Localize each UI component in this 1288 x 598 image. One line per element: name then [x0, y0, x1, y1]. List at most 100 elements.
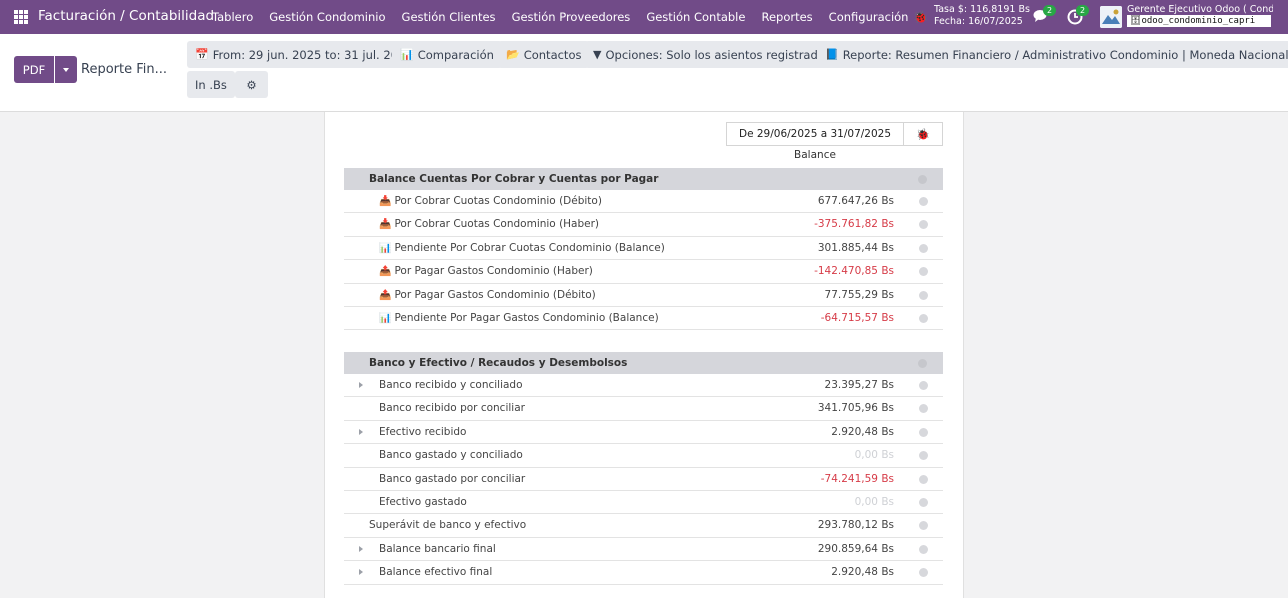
menu-reportes[interactable]: Reportes [761, 10, 813, 24]
row-label: Balance bancario final [379, 542, 496, 555]
info-icon[interactable] [919, 290, 928, 300]
section-title: Banco y Efectivo / Recaudos y Desembolso… [369, 357, 628, 369]
row-label: Efectivo recibido [379, 425, 467, 438]
folder-icon: 📂 [506, 48, 520, 61]
row-label: Por Pagar Gastos Condominio (Débito) [394, 288, 596, 301]
menu-gestion-condominio[interactable]: Gestión Condominio [269, 10, 386, 24]
info-icon [918, 359, 927, 368]
pdf-button[interactable]: PDF [14, 56, 54, 83]
menu-configuracion[interactable]: Configuración [828, 10, 909, 24]
row-label: Pendiente Por Cobrar Cuotas Condominio (… [394, 241, 665, 254]
info-icon[interactable] [919, 220, 928, 230]
row-label: Banco gastado por conciliar [379, 472, 526, 485]
row-label: Por Pagar Gastos Condominio (Haber) [394, 265, 593, 278]
report-variant-button[interactable]: 📘 Reporte: Resumen Financiero / Administ… [817, 41, 1288, 68]
row-value: 2.920,48 Bs [831, 425, 894, 438]
menu-gestion-contable[interactable]: Gestión Contable [646, 10, 746, 24]
comparison-label: Comparación [417, 47, 494, 62]
info-icon[interactable] [919, 427, 928, 437]
filter-icon: ▼ [593, 48, 602, 61]
control-panel: PDF Reporte Fin... 📅 From: 29 jun. 2025 … [0, 34, 1288, 112]
column-debug-icon[interactable]: 🐞 [903, 122, 943, 146]
current-date: Fecha: 16/07/2025 [934, 16, 1023, 27]
info-icon[interactable] [919, 314, 928, 323]
expand-caret-icon[interactable] [359, 428, 363, 435]
menu-gestion-clientes[interactable]: Gestión Clientes [401, 10, 496, 24]
info-icon[interactable] [919, 404, 928, 414]
activity-clock-icon[interactable] [1067, 9, 1083, 25]
table-row[interactable]: Banco gastado y conciliado 0,00 Bs [344, 444, 943, 468]
period-header: De 29/06/2025 a 31/07/2025 [726, 122, 904, 146]
table-row[interactable]: Banco gastado por conciliar -74.241,59 B… [344, 468, 943, 491]
info-icon [918, 175, 927, 184]
apps-menu-icon[interactable] [14, 10, 28, 24]
balance-column-header: Balance [794, 149, 836, 161]
row-label: Pendiente Por Pagar Gastos Condominio (B… [394, 312, 659, 324]
table-row[interactable]: Balance efectivo final 2.920,48 Bs [344, 561, 943, 585]
options-filter-button[interactable]: ▼ Opciones: Solo los asientos registrado… [585, 41, 839, 68]
info-icon[interactable] [919, 521, 928, 531]
row-label: Banco gastado y conciliado [379, 449, 523, 462]
info-icon[interactable] [919, 243, 928, 253]
row-value: 290.859,64 Bs [817, 542, 894, 555]
exchange-rate: Tasa $: 116,8191 Bs [934, 4, 1030, 15]
info-icon[interactable] [919, 451, 928, 461]
row-value: 2.920,48 Bs [831, 566, 894, 579]
table-row[interactable]: Efectivo gastado 0,00 Bs [344, 491, 943, 515]
book-icon: 📘 [825, 48, 839, 61]
row-value: 301.885,44 Bs [817, 241, 894, 254]
info-icon[interactable] [919, 474, 928, 484]
row-value: -64.715,57 Bs [820, 312, 894, 324]
gears-icon: ⚙ [246, 77, 257, 92]
table-row[interactable]: 📥 Por Cobrar Cuotas Condominio (Débito) 6… [344, 190, 943, 214]
inbox-tray-icon: 📥 [379, 196, 392, 207]
expand-caret-icon[interactable] [359, 569, 363, 576]
activity-count-badge: 2 [1076, 5, 1090, 16]
settings-button[interactable]: ⚙ [235, 71, 268, 98]
user-name[interactable]: Gerente Ejecutivo Odoo ( Condominio [1127, 4, 1273, 15]
table-row[interactable]: Efectivo recibido 2.920,48 Bs [344, 421, 943, 445]
table-row[interactable]: 📤 Por Pagar Gastos Condominio (Haber) -14… [344, 260, 943, 284]
user-avatar[interactable] [1100, 6, 1122, 28]
section-receivables-payables: Balance Cuentas Por Cobrar y Cuentas por… [344, 168, 943, 190]
debug-bug-icon[interactable]: 🐞 [913, 10, 928, 24]
chat-count-badge: 2 [1043, 5, 1057, 16]
row-label: Superávit de banco y efectivo [369, 519, 527, 532]
date-filter-label: From: 29 jun. 2025 to: 31 jul. 2025 [212, 47, 413, 62]
table-row[interactable]: 📊 Pendiente Por Cobrar Cuotas Condominio … [344, 237, 943, 261]
table-row[interactable]: Banco recibido y conciliado 23.395,27 Bs [344, 374, 943, 398]
expand-caret-icon[interactable] [359, 382, 363, 388]
info-icon[interactable] [919, 381, 928, 390]
contacts-filter-button[interactable]: 📂 Contactos [498, 41, 590, 68]
report-variant-label: Reporte: Resumen Financiero / Administra… [842, 47, 1288, 62]
info-icon[interactable] [919, 498, 928, 507]
info-icon[interactable] [919, 197, 928, 206]
info-icon[interactable] [919, 267, 928, 277]
row-value: 677.647,26 Bs [817, 195, 894, 207]
table-row[interactable]: Balance bancario final 290.859,64 Bs [344, 538, 943, 562]
info-icon[interactable] [919, 568, 928, 578]
row-value: 293.780,12 Bs [817, 519, 894, 532]
table-row[interactable]: Superávit de banco y efectivo 293.780,12… [344, 514, 943, 538]
menu-tablero[interactable]: Tablero [212, 10, 254, 24]
pdf-dropdown-toggle[interactable] [55, 56, 77, 83]
table-row[interactable]: Banco recibido por conciliar 341.705,96 … [344, 397, 943, 421]
row-value: -74.241,59 Bs [820, 472, 894, 485]
app-title[interactable]: Facturación / Contabilidad [38, 8, 215, 24]
top-navbar: Facturación / Contabilidad Tablero Gesti… [0, 0, 1288, 34]
comparison-button[interactable]: 📊 Comparación [392, 41, 502, 68]
currency-button[interactable]: In .Bs [187, 71, 235, 98]
currency-label: In .Bs [195, 77, 227, 92]
table-row[interactable]: 📤 Por Pagar Gastos Condominio (Débito) 77… [344, 284, 943, 307]
info-icon[interactable] [919, 544, 928, 554]
date-filter-button[interactable]: 📅 From: 29 jun. 2025 to: 31 jul. 2025 [187, 41, 421, 68]
row-value: 341.705,96 Bs [817, 402, 894, 415]
expand-caret-icon[interactable] [359, 545, 363, 552]
table-row[interactable]: 📥 Por Cobrar Cuotas Condominio (Haber) -3… [344, 213, 943, 237]
row-label: Por Cobrar Cuotas Condominio (Débito) [394, 195, 602, 207]
table-row[interactable]: 📊 Pendiente Por Pagar Gastos Condominio (… [344, 307, 943, 331]
section-title: Balance Cuentas Por Cobrar y Cuentas por… [369, 173, 659, 185]
menu-gestion-proveedores[interactable]: Gestión Proveedores [511, 10, 631, 24]
report-title: Reporte Fin... [81, 62, 168, 77]
row-label: Banco recibido por conciliar [379, 402, 525, 415]
